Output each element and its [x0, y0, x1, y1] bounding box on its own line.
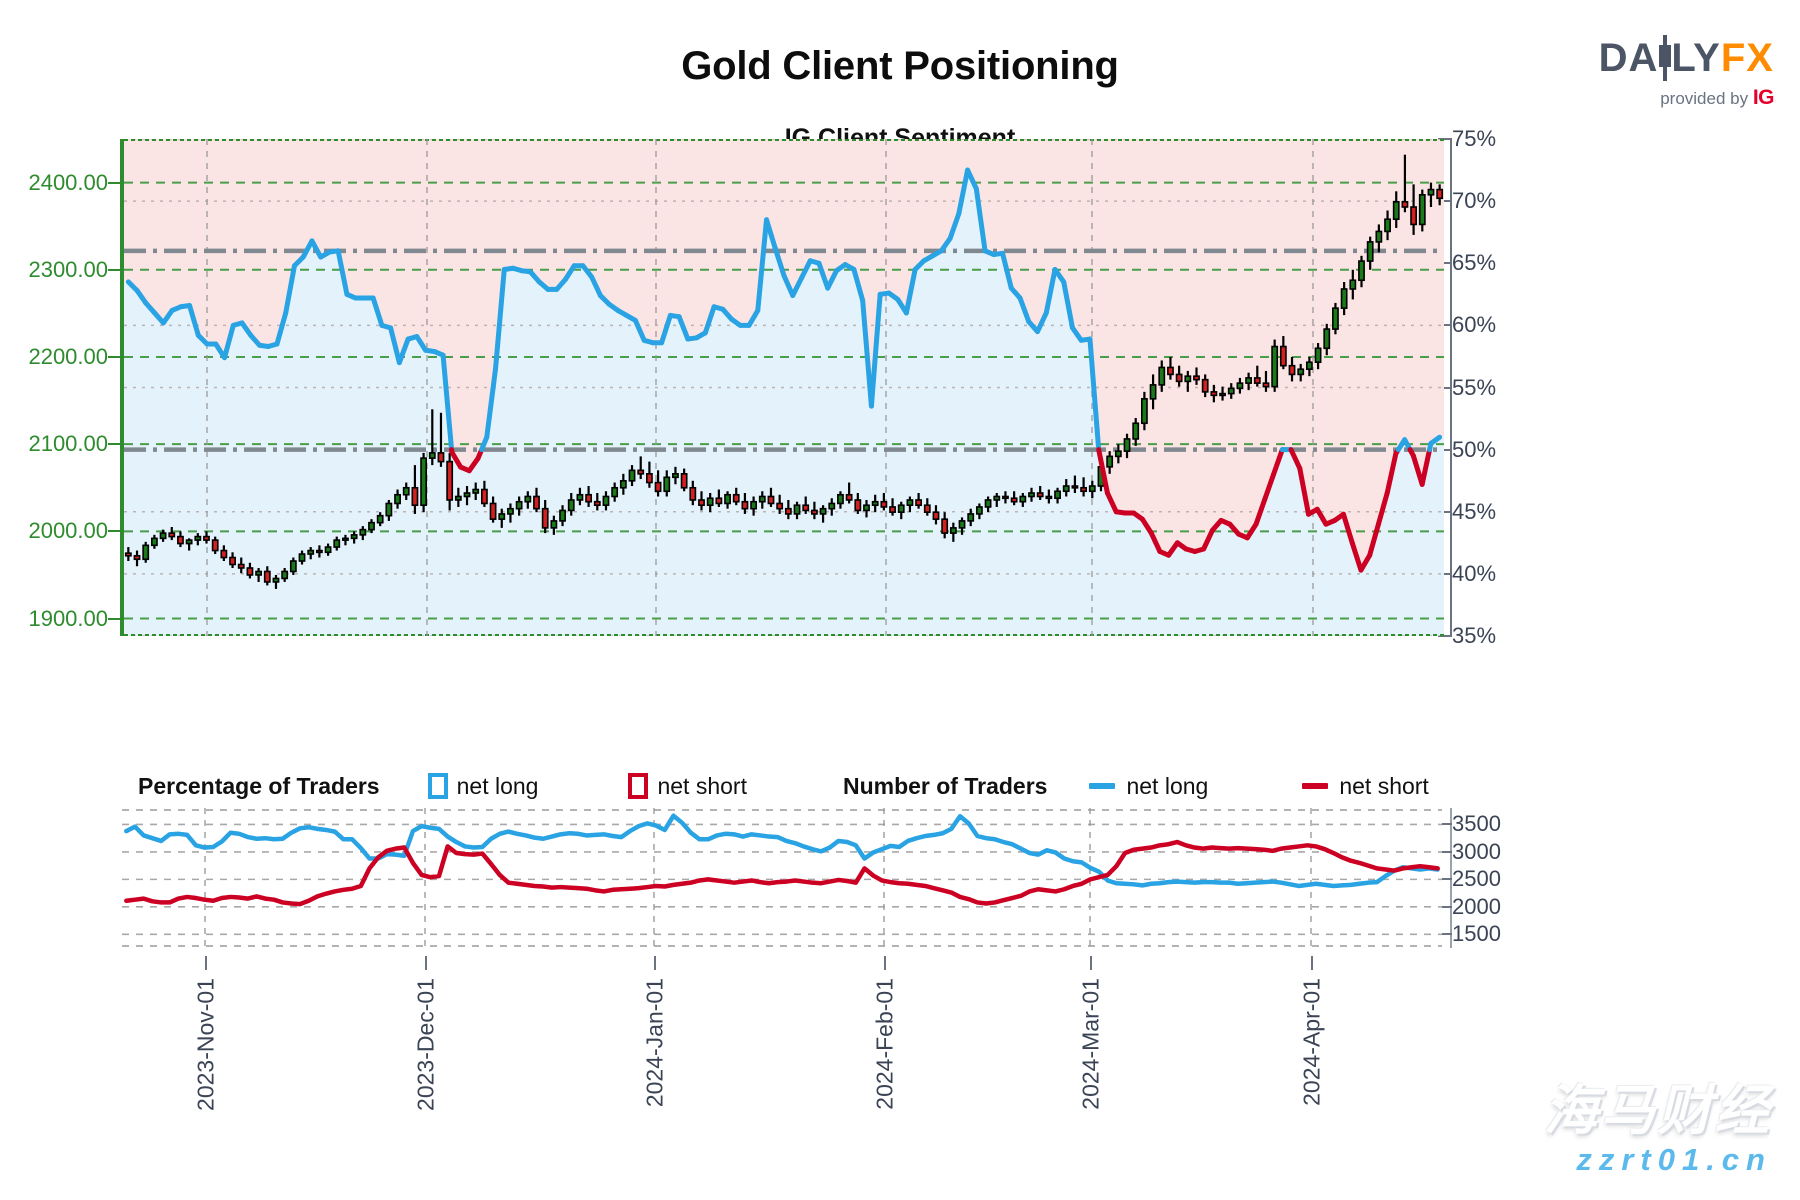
sub-right-tick-label: 2000 [1452, 893, 1501, 919]
main-left-axis-spine [120, 139, 123, 636]
sub-right-tick-label: 2500 [1452, 866, 1501, 892]
sub-right-tick-label: 3000 [1452, 838, 1501, 864]
axis-tick [1438, 572, 1452, 575]
logo-wordmark: DA LY FX [1598, 35, 1774, 81]
main-right-tick-label: 35% [1452, 623, 1497, 648]
axis-tick [1438, 878, 1452, 881]
main-left-tick-label: 2000.00 [28, 518, 108, 544]
sub-right-axis-spine [1450, 808, 1452, 948]
x-axis-tick-label: 2023-Nov-01 [192, 978, 219, 1111]
sub-right-tick-label: 3500 [1452, 811, 1501, 837]
axis-tick [1438, 635, 1452, 637]
logo-fx-text: FX [1720, 36, 1774, 80]
axis-tick [108, 530, 122, 533]
x-axis-tick-label: 2024-Mar-01 [1077, 978, 1104, 1110]
chart-legend: Percentage of Traders net long net short… [138, 770, 1468, 802]
dailyfx-logo: DA LY FX provided by IG [1598, 35, 1775, 110]
number-of-traders-panel[interactable] [122, 808, 1442, 948]
legend-label-pct-net-short: net short [657, 772, 747, 799]
legend-group-percentage: Percentage of Traders [138, 772, 380, 799]
net-long-line-icon [1089, 783, 1116, 789]
watermark: 海马财经 zzrt01.cn [1544, 1084, 1772, 1178]
axis-tick [1438, 823, 1452, 826]
main-left-tick-label: 2300.00 [28, 256, 108, 282]
axis-tick [1438, 933, 1452, 936]
axis-tick [1438, 138, 1452, 140]
legend-item-pct-net-short[interactable]: net short [628, 773, 747, 800]
legend-label-pct-net-long: net long [456, 772, 539, 799]
axis-tick [108, 443, 122, 446]
legend-item-num-net-long[interactable]: net long [1089, 773, 1208, 800]
main-right-tick-label: 40% [1452, 560, 1497, 586]
axis-tick [108, 181, 122, 184]
axis-tick [108, 268, 122, 271]
sub-right-tick-label: 1500 [1452, 921, 1501, 947]
main-right-tick-label: 55% [1452, 374, 1497, 400]
axis-tick [1438, 510, 1452, 513]
legend-item-num-net-short[interactable]: net short [1302, 773, 1429, 800]
x-axis-tick [205, 956, 207, 970]
x-axis-tick [425, 956, 427, 970]
x-axis-tick [654, 956, 656, 970]
main-right-tick-label: 50% [1452, 436, 1497, 462]
x-axis-tick [1311, 956, 1313, 970]
main-right-tick-label: 45% [1452, 498, 1497, 524]
x-axis-tick [884, 956, 886, 970]
main-right-tick-label: 65% [1452, 250, 1497, 276]
page-title: Gold Client Positioning [681, 44, 1119, 88]
x-axis-tick-label: 2023-Dec-01 [412, 978, 439, 1111]
main-left-tick-label: 1900.00 [28, 605, 108, 631]
net-long-box-icon [427, 773, 448, 799]
legend-label-num-net-long: net long [1126, 772, 1209, 799]
axis-tick [1438, 905, 1452, 908]
axis-tick [108, 355, 122, 358]
x-axis-tick-label: 2024-Feb-01 [871, 978, 898, 1110]
provided-by-text: provided by [1660, 89, 1749, 108]
sub-right-axis: 3500 3000 2500 2000 1500 [1438, 808, 1572, 948]
net-short-box-icon [628, 773, 649, 799]
main-right-tick-label: 75% [1452, 126, 1497, 151]
axis-tick [1438, 850, 1452, 853]
main-left-tick-label: 2400.00 [28, 169, 108, 195]
axis-tick [1438, 262, 1452, 265]
x-axis-tick-label: 2024-Apr-01 [1298, 978, 1325, 1106]
legend-label-num-net-short: net short [1339, 772, 1429, 799]
logo-subtitle: provided by IG [1599, 86, 1774, 110]
axis-tick [1438, 386, 1452, 389]
main-left-axis: 2400.00 2300.00 2200.00 2100.00 2000.00 1900.… [0, 139, 122, 636]
main-right-tick-label: 70% [1452, 188, 1497, 214]
ig-brand-text: IG [1752, 86, 1775, 109]
main-price-sentiment-panel[interactable] [122, 139, 1444, 636]
candlestick-i-icon [1658, 35, 1672, 81]
x-axis-tick-label: 2024-Jan-01 [641, 978, 668, 1108]
x-axis-tick [1090, 956, 1092, 970]
axis-tick [1438, 324, 1452, 327]
axis-tick [108, 617, 122, 620]
axis-tick [1438, 200, 1452, 203]
logo-ly-text: LY [1671, 36, 1721, 80]
main-left-tick-label: 2200.00 [28, 343, 108, 369]
main-right-tick-label: 60% [1452, 312, 1497, 338]
legend-group-number: Number of Traders [842, 772, 1048, 799]
watermark-cn-text: 海马财经 [1544, 1081, 1772, 1141]
legend-item-pct-net-long[interactable]: net long [427, 772, 539, 800]
net-short-line-icon [1302, 783, 1329, 789]
main-right-axis: 75% 70% 65% 60% 55% 50% 45% 40% 35% [1438, 126, 1572, 648]
main-left-tick-label: 2100.00 [28, 431, 108, 457]
logo-da-text: DA [1598, 36, 1659, 80]
axis-tick [1438, 448, 1452, 451]
watermark-url-text: zzrt01.cn [1576, 1142, 1772, 1177]
